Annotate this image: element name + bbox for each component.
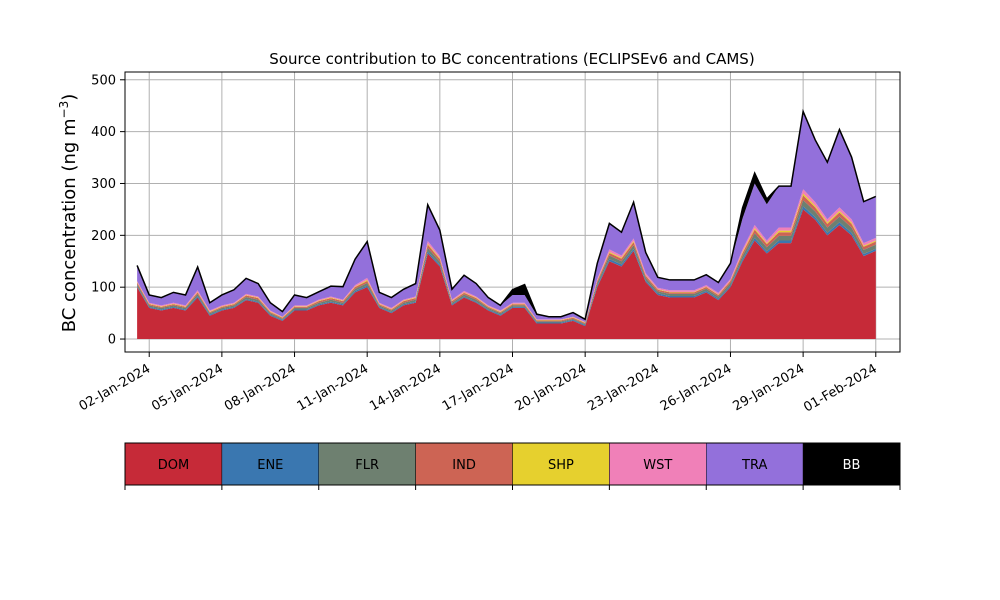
- x-tick-label: 20-Jan-2024: [513, 361, 590, 414]
- x-tick-label: 11-Jan-2024: [295, 361, 372, 414]
- legend-swatch-wst: [609, 442, 707, 486]
- y-tick-label: 0: [108, 333, 116, 348]
- area-tra: [137, 111, 876, 322]
- legend-frame: [124, 442, 901, 486]
- y-tick-label: 200: [91, 229, 116, 244]
- legend-label-shp: SHP: [548, 458, 574, 473]
- legend-swatch-ind: [415, 442, 513, 486]
- area-ene: [137, 206, 876, 327]
- total-line: [136, 108, 877, 321]
- legend-label-tra: TRA: [741, 458, 767, 473]
- legend-label-dom: DOM: [158, 458, 189, 473]
- x-tick-label: 26-Jan-2024: [658, 361, 735, 414]
- x-tick-label: 23-Jan-2024: [585, 361, 662, 414]
- stacked-areas: [136, 108, 877, 340]
- y-axis-label: BC concentration (ng m−3): [57, 94, 80, 333]
- y-axis-label-main: BC concentration (ng m: [59, 118, 80, 332]
- legend-swatch-shp: [512, 442, 610, 486]
- x-tick-label: 05-Jan-2024: [149, 361, 226, 414]
- legend-label-wst: WST: [643, 458, 672, 473]
- x-tick-label: 02-Jan-2024: [77, 361, 154, 414]
- y-axis-label-close: ): [59, 94, 80, 101]
- legend: DOM ENE FLR IND SHP WST TRA BB: [124, 442, 901, 490]
- legend-label-ene: ENE: [257, 458, 283, 473]
- y-tick-label: 300: [91, 177, 116, 192]
- legend-swatch-bb: [802, 442, 901, 486]
- y-tick-label: 100: [91, 281, 116, 296]
- legend-label-flr: FLR: [355, 458, 379, 473]
- legend-swatch-flr: [318, 442, 416, 486]
- legend-label-ind: IND: [452, 458, 476, 473]
- x-tick-label: 17-Jan-2024: [440, 361, 517, 414]
- y-tick-label: 400: [91, 125, 116, 140]
- legend-label-bb: BB: [843, 458, 861, 473]
- x-tick-label: 29-Jan-2024: [731, 361, 808, 414]
- x-tick-label: 08-Jan-2024: [222, 361, 299, 414]
- chart-title: Source contribution to BC concentrations…: [269, 50, 754, 68]
- x-tick-label: 14-Jan-2024: [367, 361, 444, 414]
- y-axis-label-sup: −3: [57, 101, 71, 119]
- x-tick-label: 01-Feb-2024: [801, 361, 880, 415]
- plot-frame: [124, 71, 901, 353]
- y-tick-label: 500: [91, 73, 116, 88]
- area-dom: [137, 209, 876, 340]
